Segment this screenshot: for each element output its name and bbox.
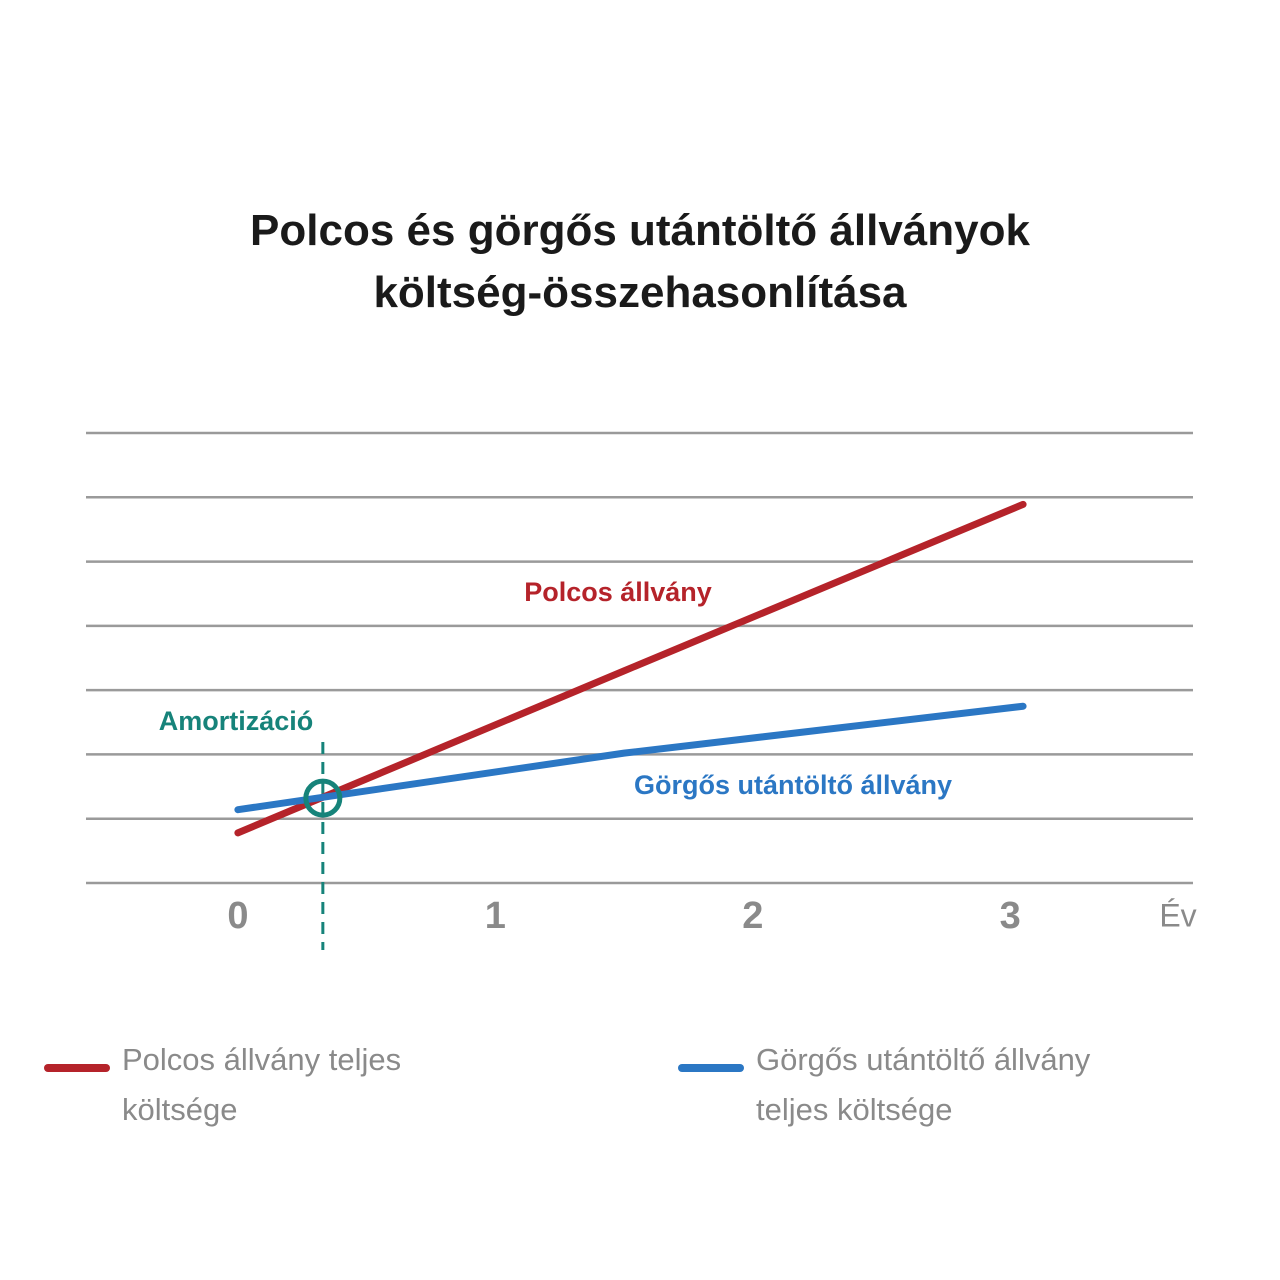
legend-entry: Görgős utántöltő állvány teljes költsége: [756, 1042, 1091, 1127]
line: [234, 702, 1027, 814]
x-axis-label: Év: [1159, 897, 1196, 933]
x-tick-label: 3: [1000, 895, 1021, 937]
legend-entry: Polcos állvány teljes költsége: [122, 1042, 402, 1127]
x-tick-label: 0: [227, 895, 248, 937]
x-tick-label: 2: [742, 895, 763, 937]
line: [234, 500, 1027, 837]
series-label: Görgős utántöltő állvány: [634, 770, 952, 800]
x-tick-label: 1: [485, 895, 506, 937]
break-even-marker: [303, 778, 343, 818]
annotation: Amortizáció: [159, 706, 314, 736]
chart-title: Polcos és görgős utántöltő állványok köl…: [250, 206, 1030, 317]
series-label: Polcos állvány: [524, 577, 712, 607]
